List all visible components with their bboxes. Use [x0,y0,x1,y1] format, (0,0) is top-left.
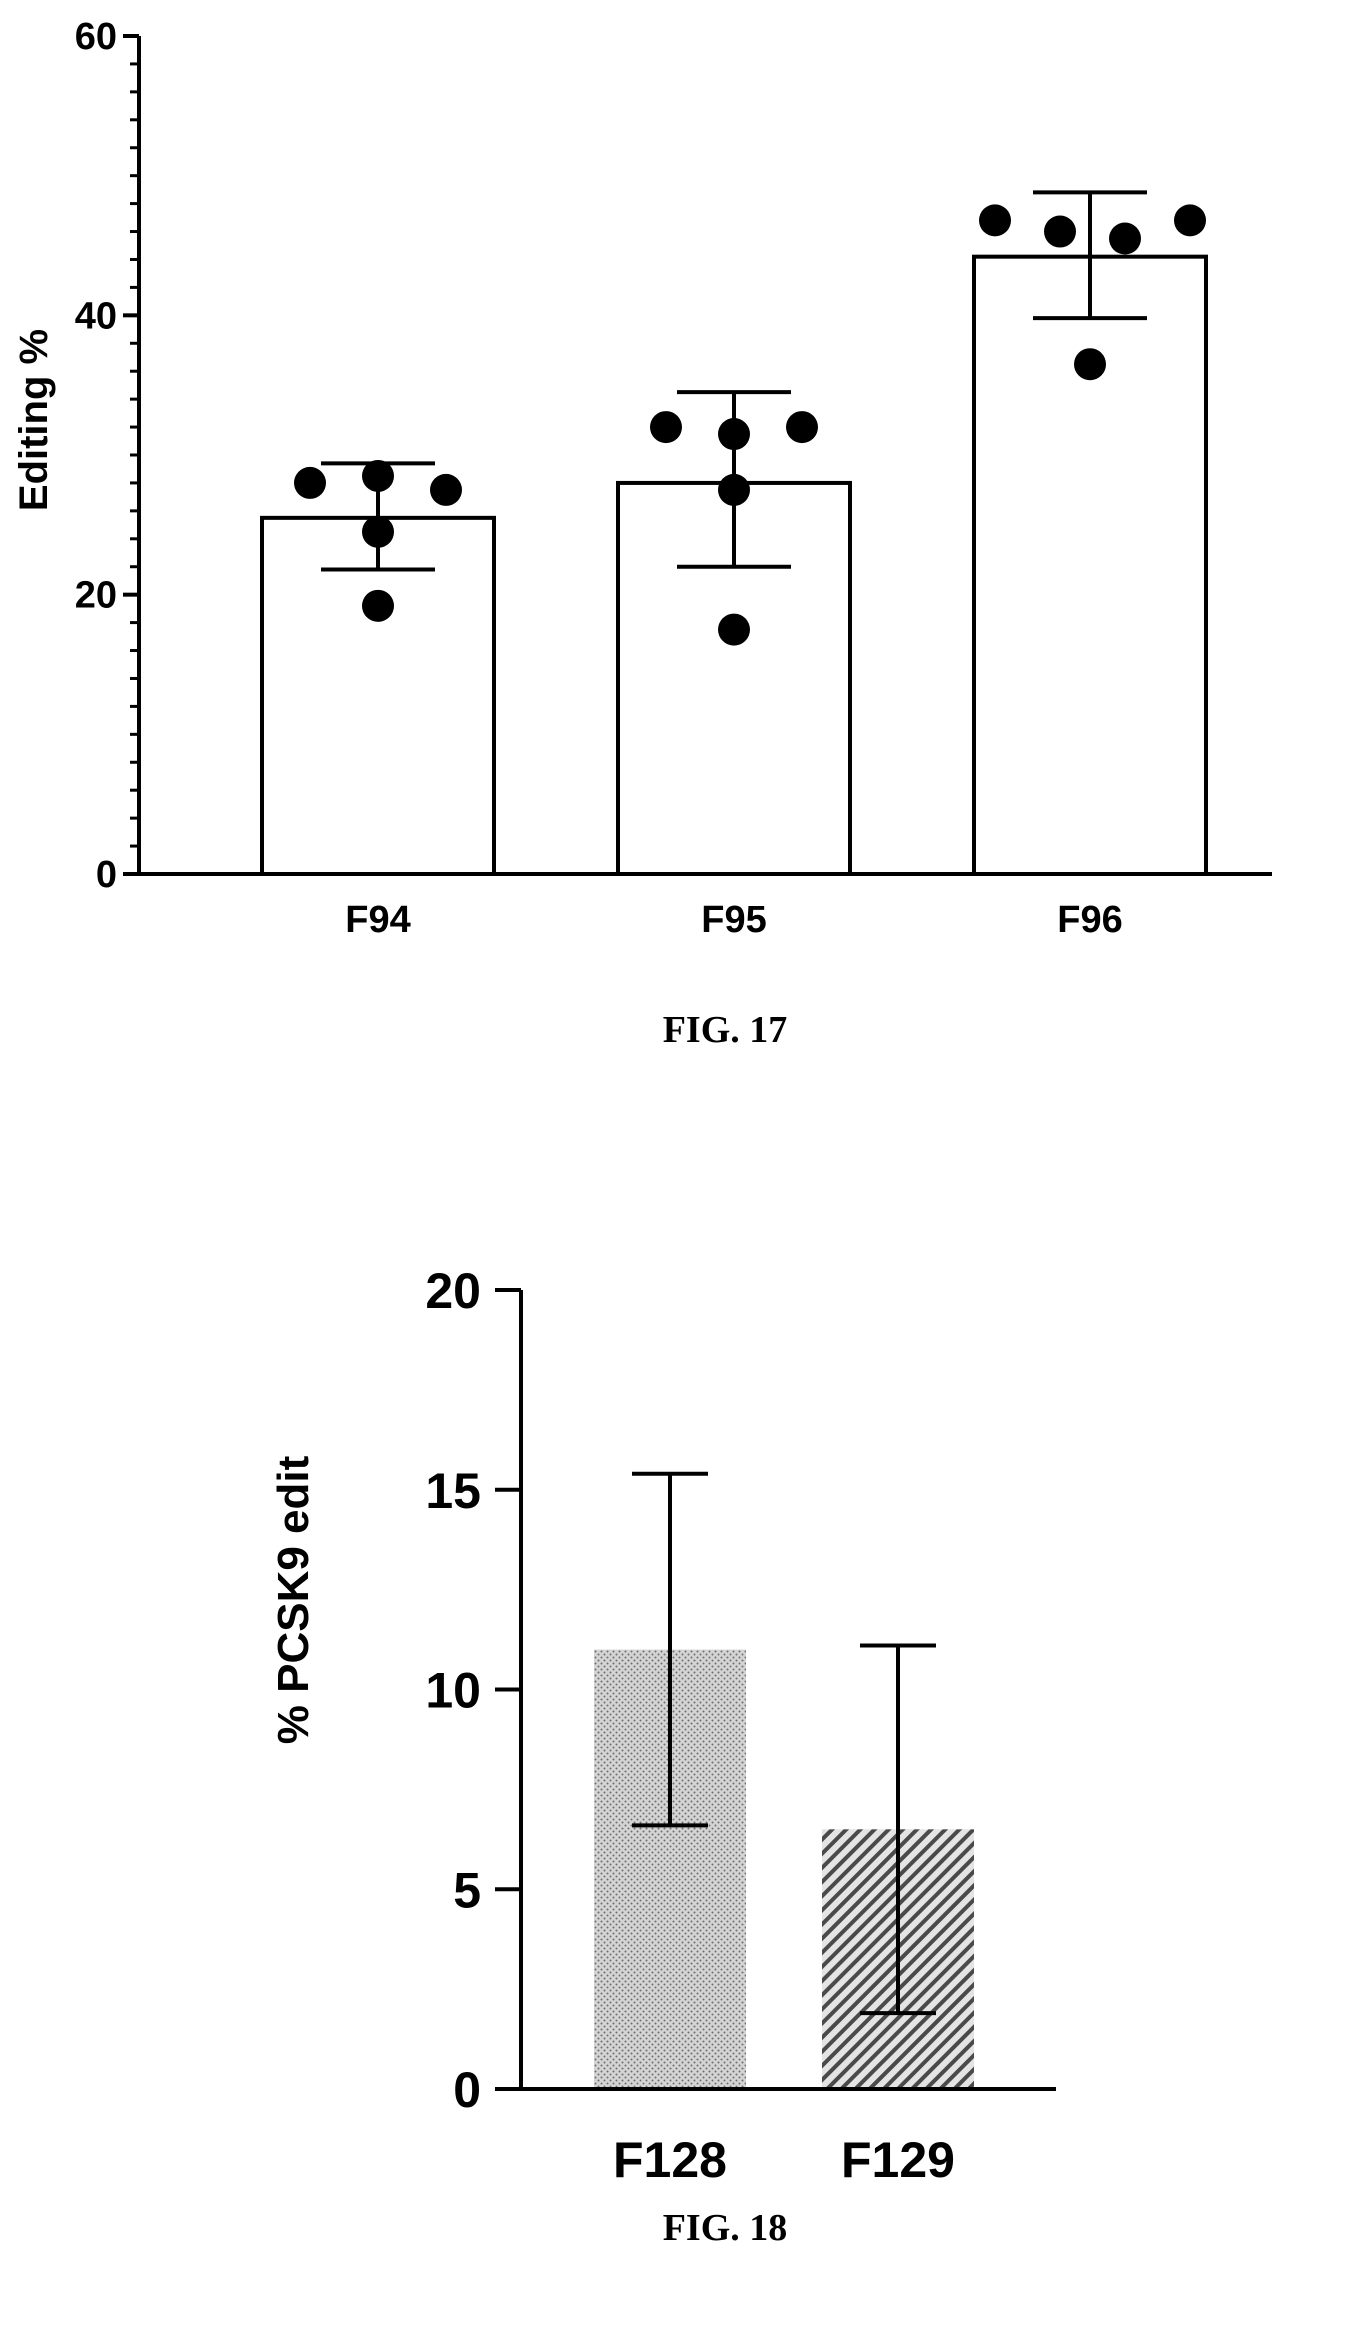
data-point [650,411,682,444]
data-point [1074,348,1106,381]
data-point [718,473,750,506]
error-bar-f129 [860,1643,936,2016]
x-tick-label-f95: F95 [701,899,766,941]
x-tick-label-f128: F128 [613,2132,727,2188]
x-tick-label-f94: F94 [345,899,410,941]
data-point [362,515,394,548]
data-point [430,473,462,506]
y-tick-label: 20 [75,575,117,617]
y-tick-label: 60 [75,16,117,58]
chart-fig-17: 0 20 40 60 F94 F95 F96 Editing % FIG. 17 [12,16,1272,1051]
data-point [294,466,326,499]
y-tick-label: 0 [453,2062,481,2118]
chart-fig-18: 0 5 10 15 20 F128 F129 % PCSK9 edit FIG. 18 [269,1263,1056,2249]
y-tick-label: 0 [96,854,117,896]
x-tick-label-f129: F129 [841,2132,955,2188]
y-tick-label: 10 [425,1663,481,1719]
data-point [1109,222,1141,255]
y-tick-label: 5 [453,1862,481,1918]
y-tick-label: 15 [425,1463,481,1519]
chart-18-marks [594,1471,974,2089]
data-point [718,613,750,646]
chart-17-marks [260,190,1208,876]
chart-18-caption: FIG. 18 [663,2207,788,2249]
data-point [362,589,394,622]
y-tick-label: 40 [75,295,117,337]
y-tick-label: 20 [425,1263,481,1319]
chart-17-caption: FIG. 17 [663,1009,788,1051]
error-bar-f128 [632,1471,708,1828]
chart-18-x-tick-labels: F128 F129 [613,2132,955,2188]
bar-f94 [260,515,496,876]
chart-18-y-ticks: 0 5 10 15 20 [425,1263,521,2118]
data-point [1174,204,1206,237]
data-point [979,204,1011,237]
chart-17-y-axis-title: Editing % [12,329,56,511]
chart-18-y-axis-title: % PCSK9 edit [269,1455,318,1744]
data-point [718,418,750,451]
error-bar-f96 [1033,190,1147,321]
data-point [362,459,394,492]
data-point [786,411,818,444]
data-point [1044,215,1076,248]
chart-17-x-tick-labels: F94 F95 F96 [345,899,1122,941]
x-tick-label-f96: F96 [1057,899,1122,941]
chart-17-y-ticks: 0 20 40 60 [75,16,139,896]
